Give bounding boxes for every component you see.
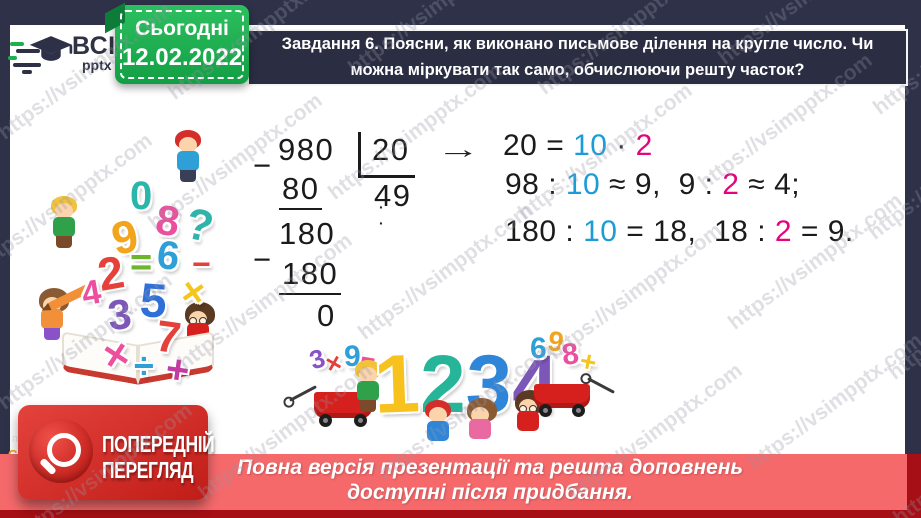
kid-legs: [56, 236, 72, 248]
kid-boy-blond: [46, 196, 82, 252]
kid-boy-redhair: [170, 130, 206, 186]
division-horizontal-line: [358, 175, 415, 178]
kid-face: [179, 137, 197, 153]
task-header-band: Завдання 6. Поясни, як виконано письмове…: [247, 29, 908, 86]
kids-numbers-illustration: 9 0 8 ? 2 = 6 4 3 5 × − × ÷ 7 +: [30, 130, 250, 415]
eq-part: 20 =: [503, 129, 574, 162]
equation-3: 180 : 10 = 18, 18 : 2 = 9.: [505, 217, 854, 247]
wagon-wheel: [572, 404, 585, 417]
kid-boy-redhair: [420, 400, 456, 456]
remainder-1: 180: [279, 216, 336, 251]
kid-shirt: [41, 309, 63, 329]
wagon-wheel: [319, 414, 332, 427]
minus-sign: −: [253, 148, 273, 183]
date-badge-date: 12.02.2022: [121, 44, 243, 71]
eq-part-blue: 10: [565, 168, 601, 201]
numbers-1234-illustration: × 9 5 3 1 2 3 4: [289, 325, 615, 456]
decor-number: 6: [154, 232, 182, 280]
wagon-icon: [534, 377, 615, 417]
preview-line-2: ПЕРЕГЛЯД: [102, 457, 194, 484]
date-badge-label: Сьогодні: [135, 17, 229, 40]
kid-shirt: [177, 151, 199, 171]
kid-boy-blond: [350, 360, 386, 416]
magnifier-icon: [47, 433, 81, 467]
wagon-wheel: [354, 414, 367, 427]
eq-part: ≈ 4;: [739, 168, 801, 201]
kid-shirt: [357, 381, 379, 401]
eq-part: ·: [607, 129, 636, 162]
final-remainder: 0: [317, 298, 336, 333]
footer-line-1: Повна версія презентації та решта доповн…: [237, 456, 743, 479]
preview-badge-text: ПОПЕРЕДНІЙ ПЕРЕГЛЯД: [102, 431, 215, 484]
subtracted-2: 180: [279, 258, 342, 295]
dividend: 980: [278, 132, 335, 167]
equation-2: 98 : 10 ≈ 9, 9 : 2 ≈ 4;: [505, 170, 800, 200]
logo-speed-line: [13, 63, 41, 67]
footer-dark-strip-right: [907, 454, 921, 518]
footer-line-2: доступні після придбання.: [347, 480, 633, 504]
logo-speed-line: [10, 42, 24, 46]
kid-face: [55, 203, 73, 219]
eq-part: 180 :: [505, 215, 584, 248]
logo-speed-line: [16, 49, 40, 53]
arrow-icon: →: [436, 134, 481, 164]
equation-1: 20 = 10 · 2: [503, 131, 653, 161]
kid-legs: [360, 400, 376, 412]
decor-number: +: [163, 346, 193, 394]
decor-number: =: [130, 242, 153, 284]
date-badge: Сьогодні 12.02.2022: [105, 2, 249, 84]
edge-fragment: п: [12, 433, 18, 445]
kid-shirt: [517, 411, 539, 431]
kid-face: [359, 367, 377, 383]
kid-face: [429, 407, 447, 423]
kid-shirt: [53, 217, 75, 237]
subtracted-1: 80: [279, 173, 323, 210]
decor-number: −: [192, 246, 211, 282]
eq-part-pink: 2: [635, 129, 653, 162]
eq-part: 98 :: [505, 168, 566, 201]
eq-part-blue: 10: [583, 215, 618, 248]
decor-number: ÷: [134, 345, 154, 386]
kid-legs: [44, 328, 60, 340]
quotient-dots: ∙ ∙: [379, 199, 388, 231]
division-vertical-line: [358, 132, 361, 178]
decor-number: 8: [559, 337, 581, 373]
kid-girl-brown: [462, 398, 498, 454]
wagon-wheel: [539, 404, 552, 417]
kid-shirt: [469, 419, 491, 439]
footer-text: Повна версія презентації та решта доповн…: [170, 456, 810, 506]
graduation-cap-icon: [29, 36, 73, 61]
big-number: 1: [372, 338, 422, 431]
kid-shirt: [427, 421, 449, 441]
eq-part: = 9.: [792, 215, 854, 248]
decor-number: 6: [530, 332, 547, 365]
quotient: 49: [374, 178, 412, 213]
eq-part-blue: 10: [573, 129, 608, 162]
logo-speed-line: [8, 56, 17, 60]
minus-sign: −: [253, 242, 273, 277]
magnifier-circle: [29, 419, 93, 483]
footer-dark-strip: [0, 510, 921, 518]
eq-part: = 18, 18 :: [617, 215, 775, 248]
task-text: Завдання 6. Поясни, як виконано письмове…: [281, 34, 874, 79]
eq-part-pink: 2: [774, 215, 793, 248]
eq-part-pink: 2: [722, 168, 740, 201]
decor-number: 0: [130, 174, 153, 218]
preview-badge: ПОПЕРЕДНІЙ ПЕРЕГЛЯД: [18, 405, 215, 500]
date-badge-inner: Сьогодні 12.02.2022: [120, 10, 244, 79]
divisor: 20: [372, 132, 410, 167]
preview-line-1: ПОПЕРЕДНІЙ: [102, 431, 215, 457]
kid-legs: [180, 170, 196, 182]
logo-sub-text: pptx: [82, 57, 112, 73]
vsimpptx-logo: ВСІМ pptx: [8, 32, 136, 76]
eq-part: ≈ 9, 9 :: [600, 168, 723, 201]
logo-speed-line: [22, 70, 32, 74]
decor-number: ?: [181, 198, 218, 253]
